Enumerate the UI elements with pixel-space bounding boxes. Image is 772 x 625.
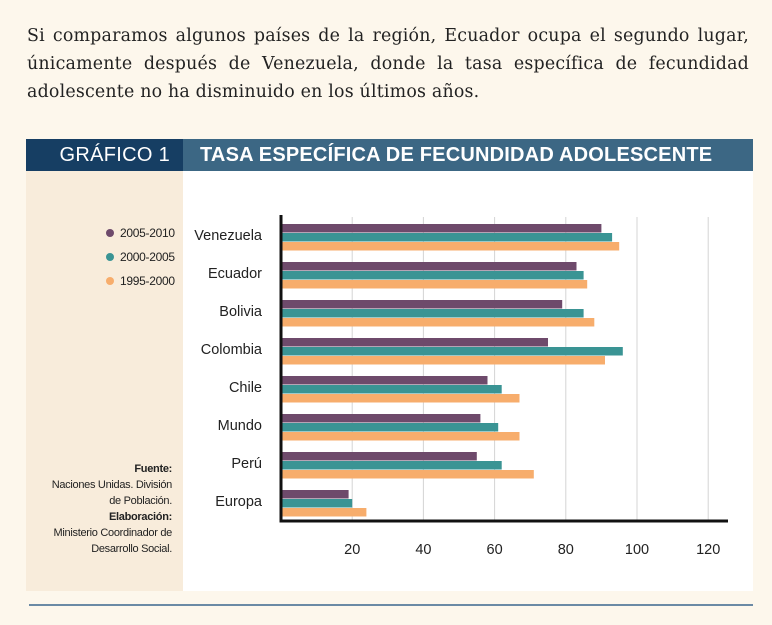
bar-bolivia-2005-2010 bbox=[281, 300, 563, 309]
source-text-2: de Población. bbox=[109, 495, 172, 507]
bar-colombia-2005-2010 bbox=[281, 338, 548, 347]
figure-title: TASA ESPECÍFICA DE FECUNDIDAD ADOLESCENT… bbox=[183, 139, 753, 171]
bar-perú-2000-2005 bbox=[281, 461, 502, 470]
legend-dot-icon bbox=[106, 277, 114, 285]
bar-bolivia-1995-2000 bbox=[281, 318, 595, 327]
x-tick-label: 100 bbox=[625, 542, 649, 558]
bar-perú-2005-2010 bbox=[281, 452, 477, 461]
bar-venezuela-2000-2005 bbox=[281, 233, 613, 242]
legend-label: 2000-2005 bbox=[120, 250, 175, 264]
bar-mundo-2000-2005 bbox=[281, 423, 499, 432]
category-label: Ecuador bbox=[208, 266, 262, 282]
chart-area: Venezuela Ecuador Bolivia Colombia Chile Mund… bbox=[183, 171, 753, 591]
bar-chile-2005-2010 bbox=[281, 376, 488, 385]
bar-colombia-2000-2005 bbox=[281, 347, 623, 356]
figure-header: GRÁFICO 1 TASA ESPECÍFICA DE FECUNDIDAD … bbox=[26, 139, 753, 171]
x-tick-label: 120 bbox=[696, 542, 720, 558]
legend-item-1995-2000: 1995-2000 bbox=[106, 269, 175, 293]
legend-item-2000-2005: 2000-2005 bbox=[106, 245, 175, 269]
category-label: Colombia bbox=[201, 342, 263, 358]
category-label: Bolivia bbox=[219, 304, 263, 320]
x-tick-label: 80 bbox=[558, 542, 574, 558]
category-label: Chile bbox=[229, 380, 262, 396]
bar-europa-2005-2010 bbox=[281, 490, 349, 499]
source-text-1: Naciones Unidas. División bbox=[51, 479, 173, 491]
figure-label: GRÁFICO 1 bbox=[26, 139, 183, 171]
elaboration-text-1: Ministerio Coordinador de bbox=[53, 527, 173, 539]
bar-venezuela-2005-2010 bbox=[281, 224, 602, 233]
legend-item-2005-2010: 2005-2010 bbox=[106, 221, 175, 245]
bottom-divider bbox=[29, 604, 753, 606]
legend-dot-icon bbox=[106, 253, 114, 261]
elaboration-label: Elaboración: bbox=[108, 511, 172, 523]
x-tick-label: 20 bbox=[344, 542, 360, 558]
bar-europa-1995-2000 bbox=[281, 508, 367, 517]
bar-mundo-1995-2000 bbox=[281, 432, 520, 441]
bar-ecuador-1995-2000 bbox=[281, 280, 588, 289]
x-tick-label: 40 bbox=[415, 542, 431, 558]
source-note: Fuente: Naciones Unidas. División de Pob… bbox=[51, 461, 173, 557]
source-label: Fuente: bbox=[134, 463, 172, 475]
bar-mundo-2005-2010 bbox=[281, 414, 481, 423]
bar-chile-1995-2000 bbox=[281, 394, 520, 403]
x-tick-label: 60 bbox=[487, 542, 503, 558]
bar-bolivia-2000-2005 bbox=[281, 309, 584, 318]
legend-label: 2005-2010 bbox=[120, 226, 175, 240]
category-label: Mundo bbox=[218, 418, 262, 434]
intro-paragraph: Si comparamos algunos países de la regió… bbox=[27, 26, 749, 103]
bar-colombia-1995-2000 bbox=[281, 356, 605, 365]
elaboration-text-2: Desarrollo Social. bbox=[91, 543, 172, 555]
bar-europa-2000-2005 bbox=[281, 499, 353, 508]
chart-legend: 2005-2010 2000-2005 1995-2000 bbox=[106, 221, 175, 293]
legend-label: 1995-2000 bbox=[120, 274, 175, 288]
category-label: Perú bbox=[231, 456, 262, 472]
legend-dot-icon bbox=[106, 229, 114, 237]
category-label: Europa bbox=[215, 494, 263, 510]
category-label: Venezuela bbox=[194, 228, 263, 244]
bar-chart: Venezuela Ecuador Bolivia Colombia Chile Mund… bbox=[194, 215, 728, 558]
bar-venezuela-1995-2000 bbox=[281, 242, 620, 251]
bar-ecuador-2000-2005 bbox=[281, 271, 584, 280]
bar-chile-2000-2005 bbox=[281, 385, 502, 394]
side-panel: 2005-2010 2000-2005 1995-2000 Fuente: Na… bbox=[26, 171, 183, 591]
bar-perú-1995-2000 bbox=[281, 470, 534, 479]
bar-ecuador-2005-2010 bbox=[281, 262, 577, 271]
